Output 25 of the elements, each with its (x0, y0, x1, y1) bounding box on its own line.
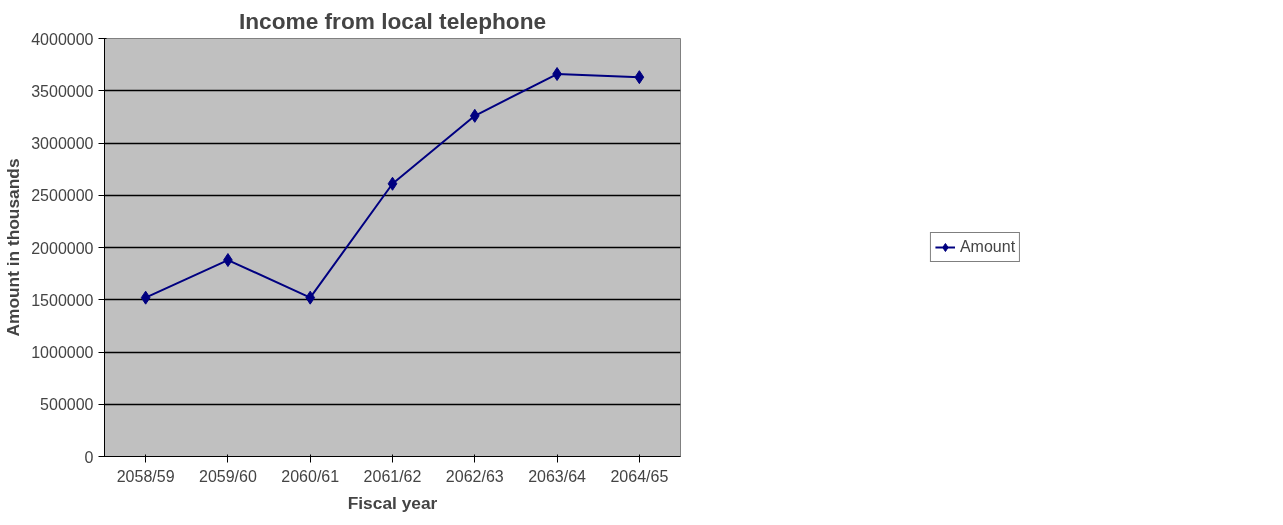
point (387, 176, 398, 191)
y-tick-label: 2000000 (31, 239, 94, 257)
y-tick-label: 3000000 (31, 135, 94, 152)
y-tick-label: 3500000 (31, 82, 94, 100)
x-axis-title: Fiscal year (347, 492, 438, 513)
y-tick-label: 4000000 (31, 30, 94, 48)
x-tick-label: 2058/59 (116, 467, 175, 485)
y-tick-label: 1500000 (31, 291, 94, 309)
x-tick-label: 2059/60 (199, 467, 257, 485)
point (469, 108, 480, 123)
legend-label: Amount (959, 238, 1016, 256)
y-axis-title: Amount in thousands (3, 158, 24, 337)
x-tick-label: 2062/63 (445, 467, 504, 485)
x-tick-label: 2063/64 (528, 467, 587, 485)
point (305, 290, 316, 305)
point (140, 290, 151, 305)
y-tick-label: 0 (84, 448, 94, 466)
x-tick-label: 2061/62 (363, 467, 422, 485)
y-tick-label: 500000 (40, 396, 94, 414)
y-tick-label: 2500000 (31, 187, 94, 205)
x-tick-label: 2064/65 (610, 467, 669, 485)
x-tick-label: 2060/61 (281, 467, 340, 485)
point (634, 70, 645, 85)
chart-title: Income from local telephone (238, 7, 547, 34)
y-tick-label: 1000000 (31, 344, 94, 361)
